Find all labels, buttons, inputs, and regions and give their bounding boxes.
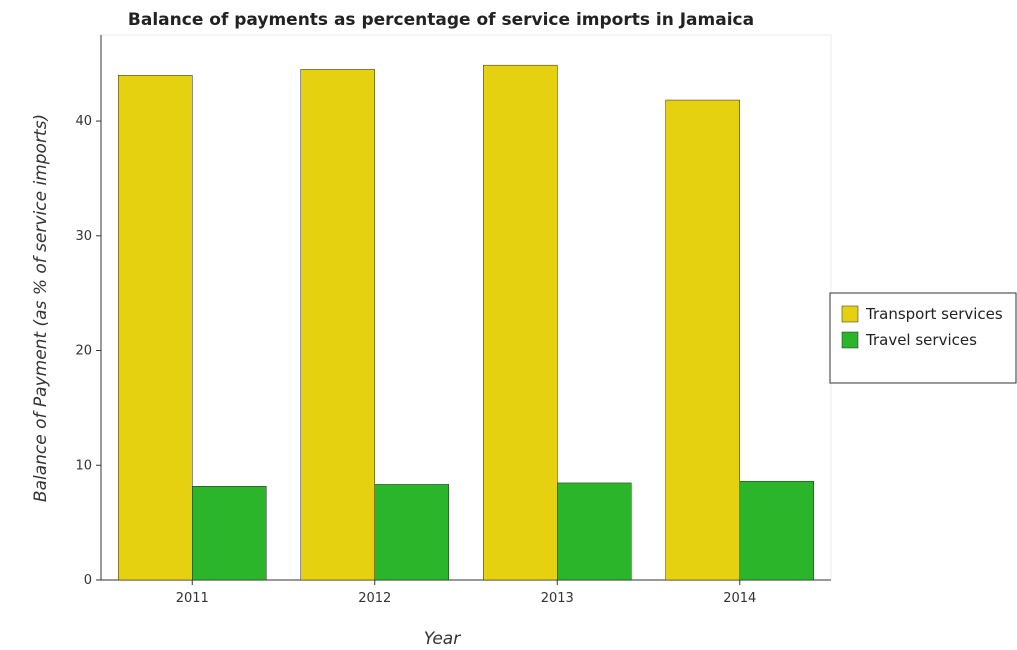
bar-transport-services-2012 [300, 69, 375, 581]
legend: Transport services Travel services [829, 292, 1017, 384]
legend-swatch [841, 305, 859, 323]
chart-title: Balance of payments as percentage of ser… [128, 10, 754, 30]
y-axis-label: Balance of Payment (as % of service impo… [31, 114, 51, 502]
y-tick-label: 0 [84, 573, 92, 588]
x-tick-label: 2013 [541, 591, 574, 606]
bar-transport-services-2011 [118, 75, 193, 581]
bar-transport-services-2014 [665, 99, 740, 581]
x-axis-label: Year [424, 629, 461, 649]
bar-transport-services-2013 [483, 64, 558, 581]
x-tick-label: 2014 [723, 591, 756, 606]
x-tick-label: 2012 [358, 591, 391, 606]
y-tick-label: 20 [75, 344, 92, 359]
legend-label: Transport services [865, 305, 1003, 323]
bar-travel-services-2013 [557, 482, 632, 581]
legend-swatch [841, 331, 859, 349]
legend-box [829, 292, 1017, 384]
legend-label: Travel services [865, 331, 977, 349]
bar-travel-services-2011 [192, 486, 267, 581]
bar-travel-services-2012 [374, 484, 449, 581]
y-tick-label: 10 [75, 458, 92, 473]
bar-travel-services-2014 [739, 480, 814, 581]
x-tick-label: 2011 [176, 591, 209, 606]
plot-area: 0 10 20 30 40 2011 2012 2013 2014 [75, 34, 832, 606]
y-tick-label: 30 [75, 229, 92, 244]
y-tick-label: 40 [75, 114, 92, 129]
